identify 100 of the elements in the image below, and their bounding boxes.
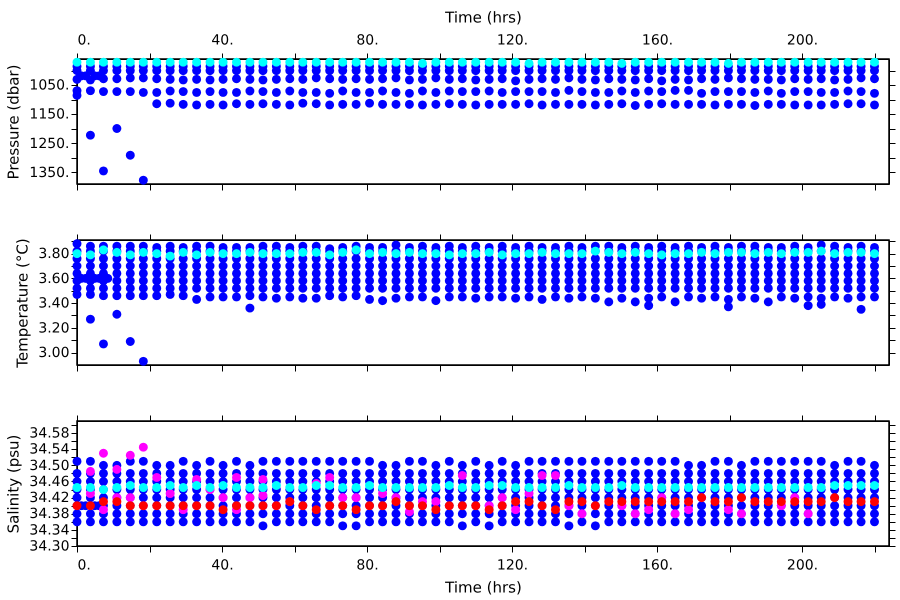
y-tick-label: 3.40 [38, 296, 70, 312]
x-tick-label: 160. [642, 558, 674, 574]
y-tick-label: 34.42 [29, 490, 70, 506]
point [112, 124, 122, 133]
point [564, 100, 574, 109]
point [86, 130, 95, 140]
point [684, 100, 694, 109]
point [325, 100, 334, 110]
point [298, 98, 308, 108]
point [577, 100, 586, 109]
y-tick-label: 34.54 [29, 442, 70, 458]
point [312, 99, 321, 108]
point [617, 99, 626, 108]
point [112, 464, 122, 474]
point [152, 472, 162, 482]
x-tick-label: 80. [356, 32, 379, 48]
point [431, 497, 440, 506]
point [138, 176, 148, 185]
point [551, 100, 560, 109]
y-axis-title: Salinity (psu) [4, 434, 22, 534]
point [736, 100, 746, 109]
point [112, 310, 122, 319]
point [724, 302, 733, 312]
point [285, 100, 294, 110]
point [98, 339, 108, 348]
x-tick-label: 120. [496, 558, 528, 574]
point [856, 304, 866, 314]
point [538, 100, 547, 110]
x-tick-label: 0. [78, 558, 91, 574]
point [232, 99, 241, 108]
point [498, 100, 507, 109]
point [697, 501, 706, 510]
point [206, 100, 215, 109]
point [138, 442, 148, 452]
point [697, 100, 706, 109]
point [776, 100, 786, 109]
y-tick-label: 3.80 [38, 246, 70, 262]
y-tick-label: 3.00 [38, 345, 70, 362]
point [458, 100, 467, 109]
point [764, 100, 773, 109]
point [644, 301, 654, 310]
y-tick-label: 34.30 [29, 538, 70, 554]
point [126, 337, 135, 346]
point [392, 100, 400, 109]
point [404, 100, 414, 109]
point [790, 100, 800, 110]
x-tick-label: 160. [642, 32, 674, 48]
point [126, 450, 135, 460]
point [724, 505, 733, 514]
point [98, 505, 108, 514]
point [830, 100, 840, 109]
y-axis-title: Temperature (°C) [13, 238, 32, 369]
y-tick-label: 1350. [29, 164, 70, 181]
point [630, 101, 640, 110]
point [644, 100, 654, 109]
point [245, 100, 254, 109]
point [166, 98, 175, 108]
point [192, 100, 202, 110]
y-tick-label: 34.38 [29, 506, 70, 522]
point [710, 100, 720, 110]
y-tick-label: 34.58 [29, 426, 70, 442]
point [444, 99, 454, 108]
x-tick-label: 40. [211, 558, 234, 574]
point [750, 101, 760, 110]
point [232, 472, 241, 482]
point [657, 99, 666, 108]
point [166, 489, 175, 498]
point [736, 501, 746, 510]
x-tick-label: 40. [211, 32, 234, 48]
point [178, 100, 188, 109]
point [418, 100, 427, 110]
point [724, 100, 733, 109]
point [590, 100, 600, 110]
x-tick-label: 80. [356, 558, 379, 574]
point [511, 100, 520, 109]
y-axis-title: Pressure (dbar) [4, 64, 22, 180]
x-axis-title: Time (hrs) [444, 578, 522, 596]
point [830, 501, 840, 510]
point [152, 99, 162, 108]
y-tick-label: 1050. [29, 78, 70, 94]
x-tick-label: 120. [496, 32, 528, 48]
point [511, 505, 520, 514]
y-tick-label: 1150. [29, 106, 70, 123]
x-tick-label: 200. [786, 32, 818, 48]
x-tick-label: 200. [786, 558, 818, 574]
point [804, 100, 813, 110]
point [670, 100, 680, 109]
y-tick-label: 1250. [29, 136, 70, 152]
point [378, 100, 388, 109]
point [484, 100, 494, 109]
y-tick-label: 34.50 [29, 458, 70, 474]
point [431, 100, 440, 109]
point [338, 100, 348, 109]
x-axis-title: Time (hrs) [444, 8, 522, 26]
point [471, 100, 480, 110]
point [98, 166, 108, 176]
point [684, 505, 694, 514]
y-tick-label: 3.60 [38, 270, 70, 287]
point [804, 301, 813, 310]
x-tick-label: 0. [78, 32, 91, 48]
